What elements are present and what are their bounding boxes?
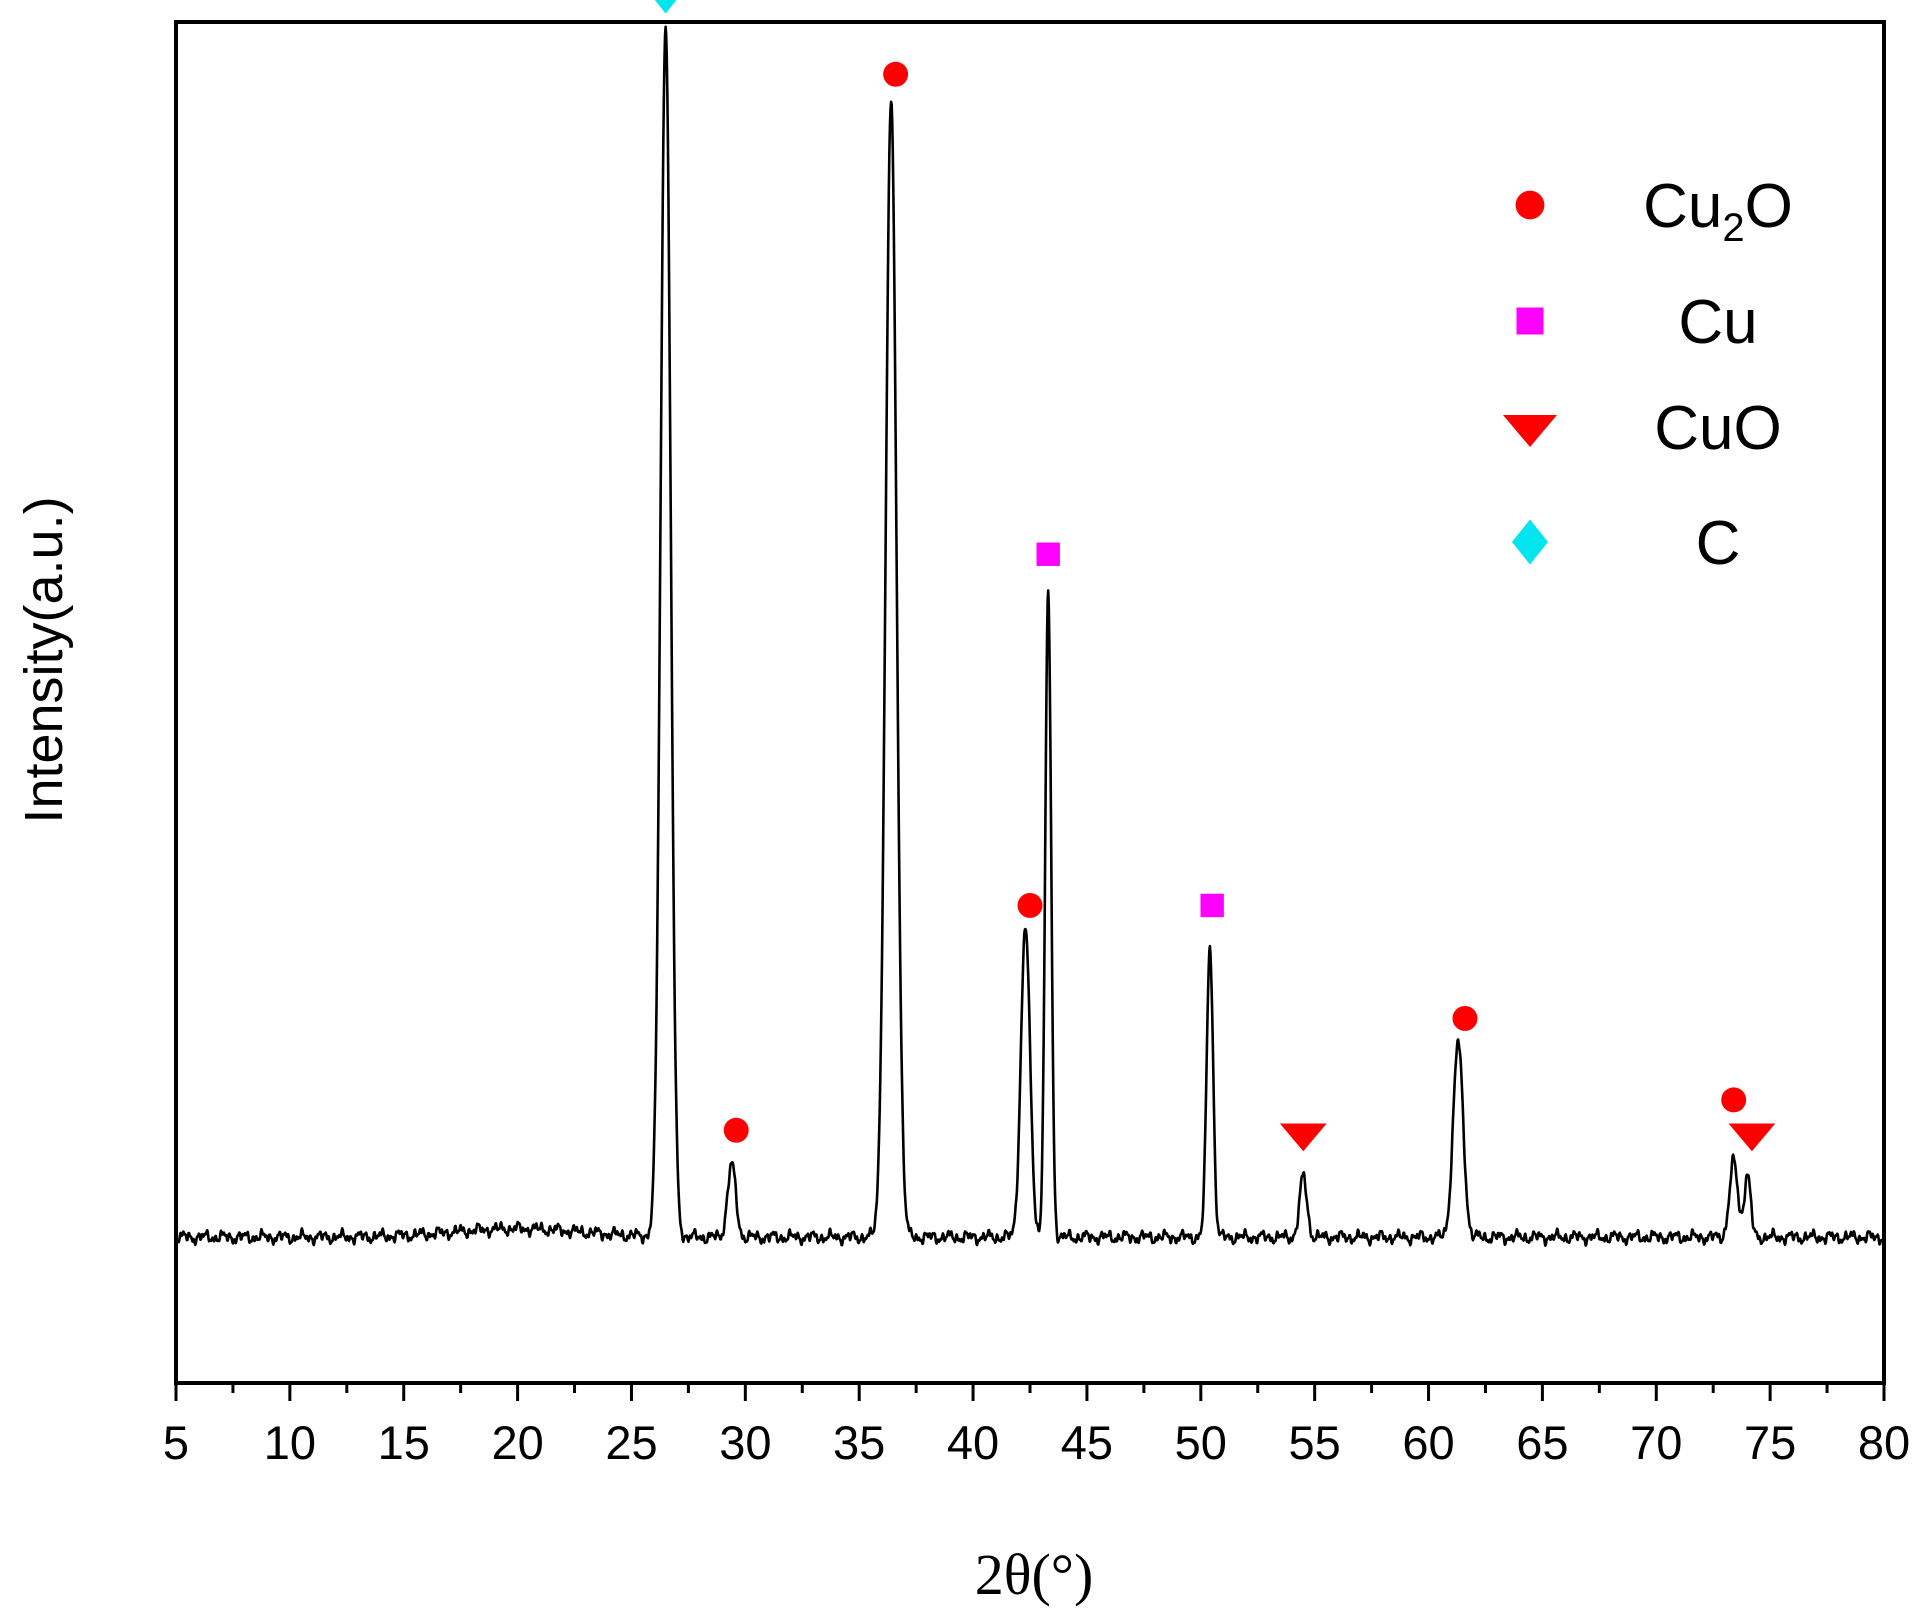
x-tick-label: 25 (605, 1416, 657, 1469)
x-tick-label: 35 (833, 1416, 885, 1469)
legend-marker-cu2o (1515, 190, 1545, 220)
x-tick-label: 75 (1744, 1416, 1796, 1469)
legend-label-c: C (1696, 509, 1741, 578)
x-tick-label: 20 (491, 1416, 543, 1469)
legend: Cu2O Cu CuO C (1503, 172, 1793, 578)
x-tick-label: 80 (1858, 1416, 1910, 1469)
peak-marker-cu (1036, 542, 1060, 566)
peak-marker-cuo (1279, 1123, 1327, 1152)
legend-marker-c (1512, 519, 1548, 565)
legend-label-cu: Cu (1678, 288, 1757, 357)
xrd-pattern-line (174, 25, 1885, 1247)
x-tick-label: 70 (1630, 1416, 1682, 1469)
x-tick-label: 15 (378, 1416, 430, 1469)
x-axis-title: 2θ(°) (975, 1542, 1094, 1607)
x-tick-label: 65 (1516, 1416, 1568, 1469)
peak-marker-cu (1200, 893, 1224, 918)
legend-label-cu2o: Cu2O (1643, 172, 1793, 250)
legend-marker-cu (1516, 307, 1544, 335)
series-layer (174, 25, 1885, 1247)
peak-marker-cu2o (1017, 892, 1043, 918)
marker-layer (654, 0, 1776, 1152)
peak-marker-cu2o (1721, 1087, 1747, 1113)
x-tick-label: 45 (1061, 1416, 1113, 1469)
peak-marker-cu2o (723, 1117, 749, 1143)
x-axis-ticks: 5 10 15 20 25 30 35 40 45 50 55 60 65 70 75 80 (163, 1383, 1910, 1469)
peak-marker-cuo (1728, 1123, 1776, 1152)
x-tick-label: 30 (719, 1416, 771, 1469)
legend-marker-cuo (1503, 415, 1557, 447)
x-tick-label: 10 (264, 1416, 316, 1469)
x-tick-label: 50 (1175, 1416, 1227, 1469)
peak-marker-cu2o (883, 61, 909, 87)
x-tick-label: 5 (163, 1416, 189, 1469)
legend-label-cuo: CuO (1654, 394, 1781, 463)
peak-marker-c (654, 0, 677, 14)
x-tick-label: 40 (947, 1416, 999, 1469)
x-tick-label: 60 (1402, 1416, 1454, 1469)
peak-marker-cu2o (1452, 1005, 1478, 1031)
x-tick-label: 55 (1289, 1416, 1341, 1469)
y-axis-title: Intensity(a.u.) (14, 496, 74, 823)
plot-frame (174, 20, 1886, 1385)
